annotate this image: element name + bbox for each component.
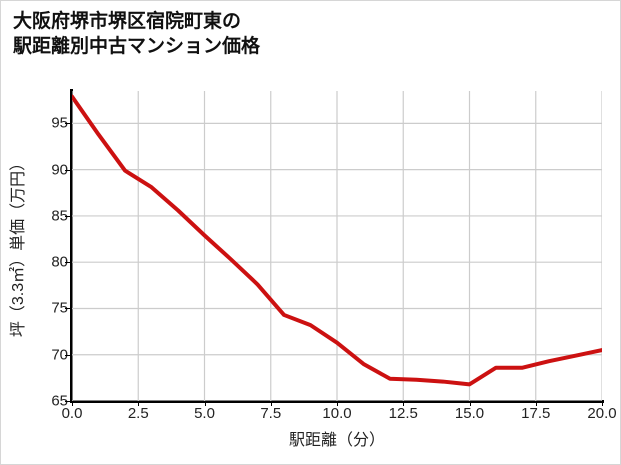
x-axis-tick-mark [602,401,603,406]
x-axis-tick-label: 12.5 [388,405,418,422]
x-axis-spine [70,400,604,403]
x-axis-tick-mark [270,401,272,406]
x-axis-tick-mark [204,401,206,406]
x-axis-tick-label: 10.0 [322,405,352,422]
x-axis-tick-label: 7.5 [260,405,282,422]
y-axis-tick-mark [65,401,71,402]
x-axis-tick-mark [403,401,405,406]
y-axis-tick-mark [65,215,71,217]
y-axis-tick-label: 65 [51,392,68,410]
x-axis-tick-label: 0.0 [61,405,83,422]
x-axis-tick-mark [469,401,471,406]
y-axis-tick-label: 95 [51,114,68,132]
gridlines [72,91,602,401]
x-axis-tick-label: 20.0 [587,405,617,422]
y-axis-tick-label: 85 [51,207,68,225]
data-line [72,94,602,387]
plot-area [72,91,602,401]
x-axis-tick-label: 15.0 [454,405,485,422]
x-axis-tick-mark [72,401,73,406]
x-axis-tick-label: 17.5 [521,405,551,422]
y-axis-tick-mark [65,262,71,264]
y-axis-tick-mark [65,123,71,125]
y-axis-tick-mark [65,354,71,356]
y-axis-tick-label: 75 [51,299,68,317]
y-axis-tick-labels: 65 70 75 80 85 90 95 [34,1,68,464]
y-axis-tick-label: 70 [51,346,68,364]
y-axis-tick-label: 80 [51,253,68,271]
page-title: 大阪府堺市堺区宿院町東の 駅距離別中古マンション価格 [13,11,261,57]
y-axis-title-container: 坪（3.3㎡）単価（万円） [1,86,31,406]
y-axis-tick-mark [65,169,71,171]
x-axis-tick-mark [138,401,140,406]
y-axis-title: 坪（3.3㎡）単価（万円） [10,154,27,338]
y-axis-tick-mark [65,308,71,310]
y-axis-tick-label: 90 [51,161,68,179]
x-axis-tick-label: 2.5 [127,405,149,422]
data-series-group [72,94,602,387]
x-axis-tick-mark [337,401,338,406]
x-axis-title: 駅距離（分） [288,432,385,449]
x-axis-tick-label: 5.0 [194,405,215,422]
line-chart-svg [72,91,602,401]
x-axis-tick-mark [535,401,537,406]
